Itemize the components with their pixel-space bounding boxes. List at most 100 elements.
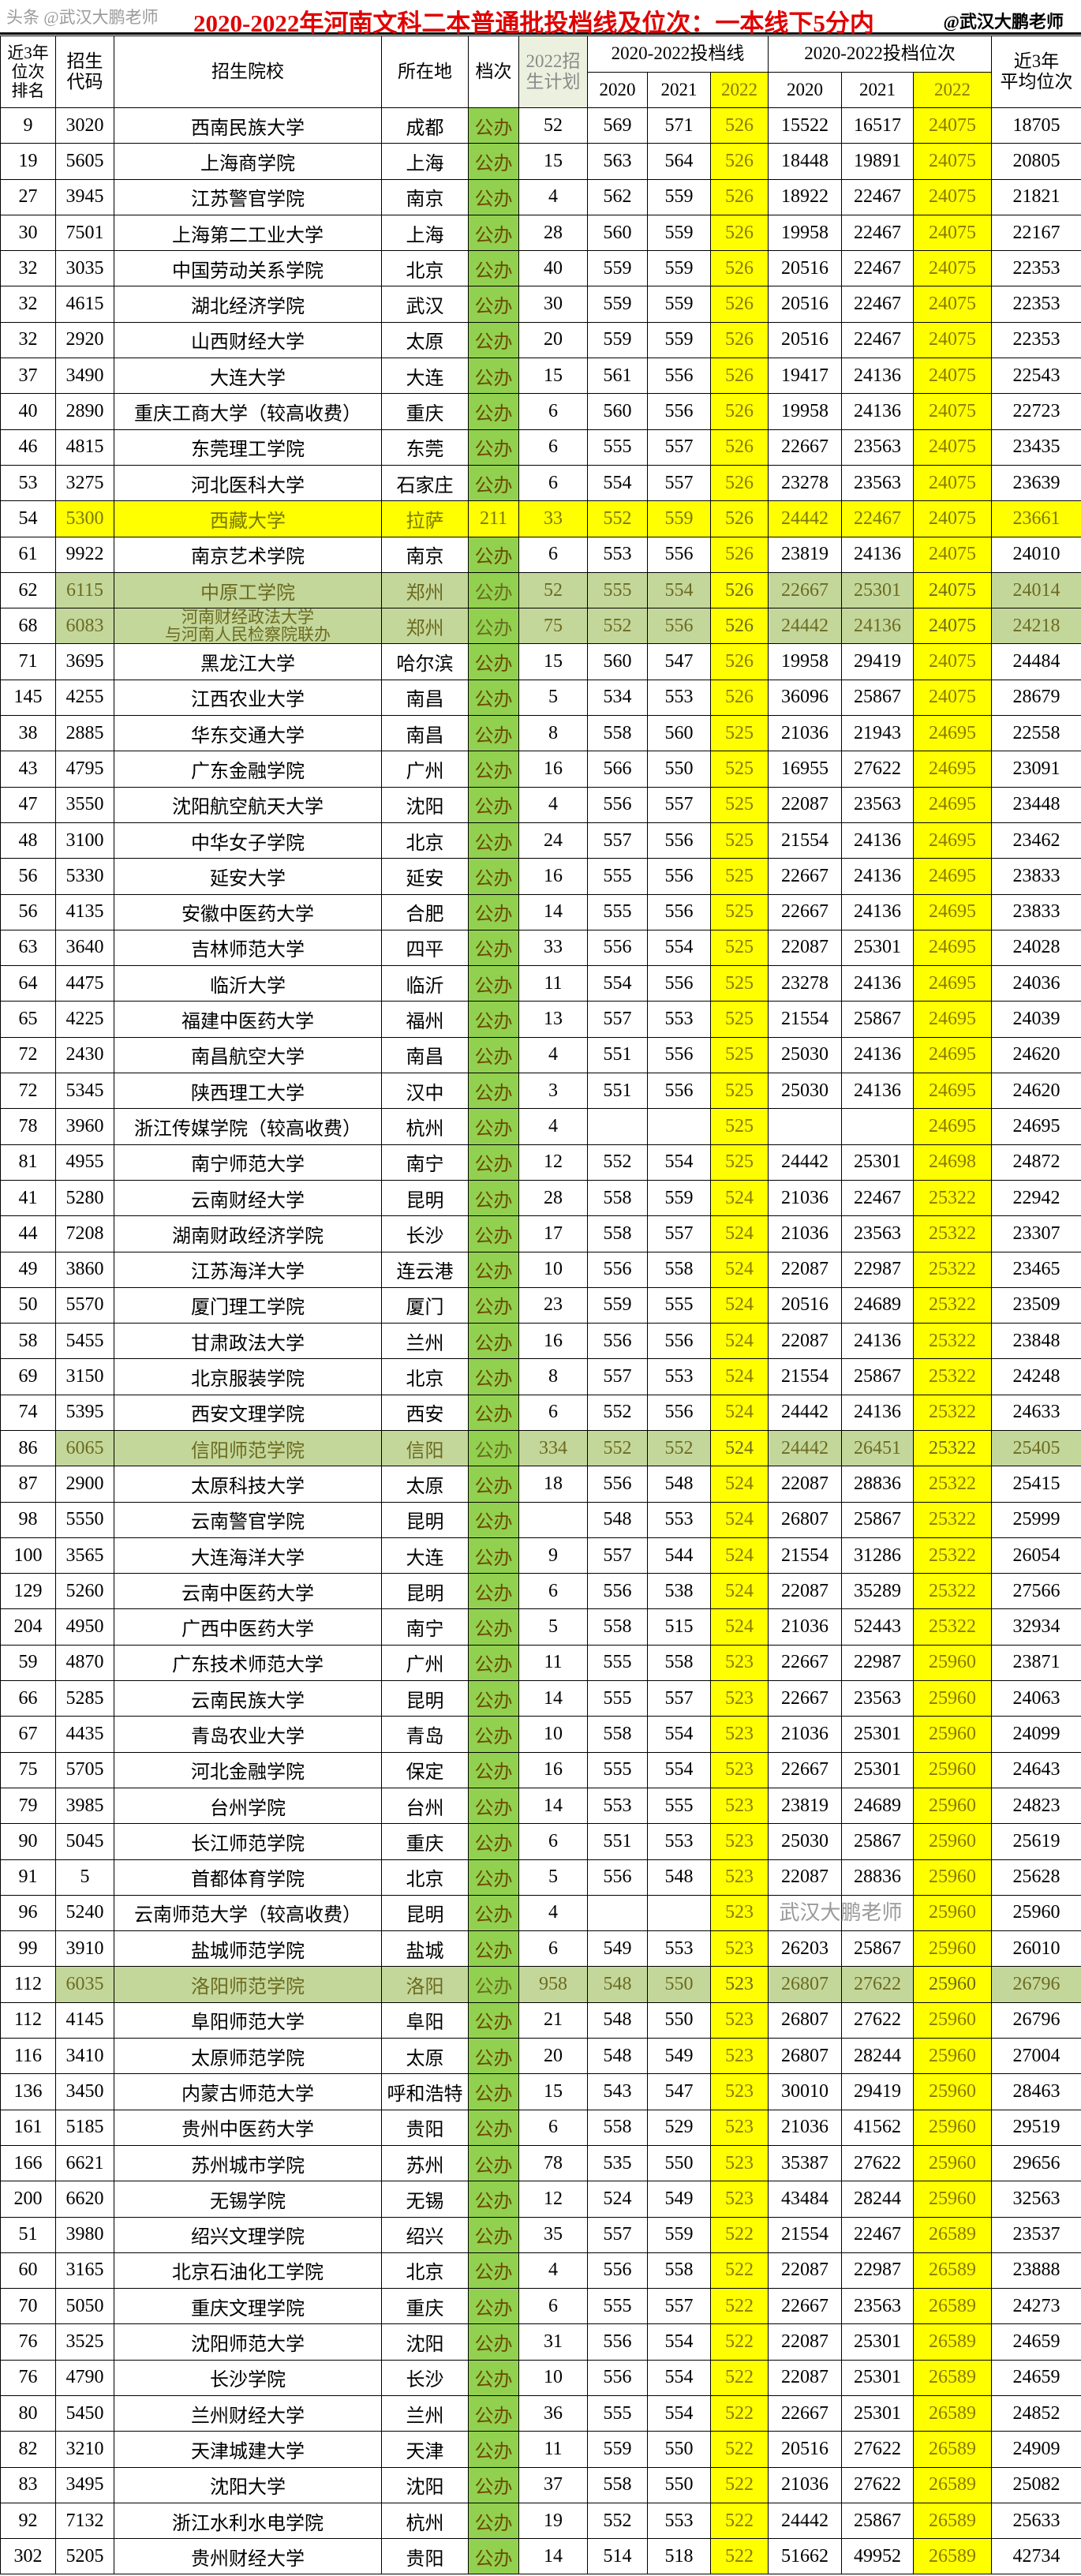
cell-type: 公办 [468,1894,519,1932]
cell-rank: 86 [0,1429,56,1467]
cell-plan: 6 [518,536,588,573]
cell-rank-2021: 25301 [841,2323,915,2361]
cell-code: 3020 [55,107,114,144]
table-row: 68 6083 河南财经政法大学 与河南人民检察院联办 郑州 公办 75 552 556 526… [0,608,1081,645]
cell-rank-2020: 24442 [768,500,843,537]
cell-rank-2022: 24075 [913,679,993,717]
cell-rank-2021: 28244 [841,2181,915,2218]
cell-rank: 9 [0,107,56,144]
cell-rank-2021: 25867 [841,679,915,717]
cell-rank: 112 [0,2001,56,2039]
cell-plan: 18 [518,1466,588,1503]
cell-score-2022: 525 [709,786,769,823]
table-row: 53 3275 河北医科大学 石家庄 公办 6 554 557 526 23278 23563 240… [0,464,1081,502]
cell-score-2021: 559 [647,214,711,252]
cell-rank: 96 [0,1894,56,1932]
col-rank: 近3年 位次 排名 [0,36,56,108]
cell-score-2022: 522 [709,2394,769,2432]
cell-type: 公办 [468,1644,519,1682]
col-rank-2021: 2021 [841,72,915,108]
cell-plan: 36 [518,2394,588,2432]
cell-plan: 11 [518,1644,588,1682]
cell-rank-2022: 25322 [913,1394,993,1431]
cell-score-2022: 525 [709,1073,769,1110]
cell-score-2022: 525 [709,965,769,1002]
cell-rank-2021: 25301 [841,1716,915,1753]
cell-score-2021: 553 [647,2502,711,2540]
cell-school: 台州学院 [114,1787,382,1825]
cell-avg-rank: 24620 [991,1073,1081,1110]
cell-school: 黑龙江大学 [114,643,382,680]
table-row: 100 3565 大连海洋大学 大连 公办 9 557 544 524 21554 31286 253… [0,1537,1081,1574]
table-row: 116 3410 太原师范学院 太原 公办 20 548 549 523 26807 28244 25… [0,2038,1081,2075]
cell-type: 公办 [468,571,519,609]
table-row: 56 4135 安徽中医药大学 合肥 公办 14 555 556 525 22667 24136 24… [0,893,1081,930]
cell-avg-rank: 25633 [991,2502,1081,2540]
cell-type: 公办 [468,643,519,680]
cell-rank-2020: 23278 [768,464,843,502]
cell-plan: 19 [518,2502,588,2540]
cell-rank-2020: 19958 [768,393,843,430]
cell-school: 云南警官学院 [114,1501,382,1538]
cell-rank: 67 [0,1716,56,1753]
cell-rank-2020: 21554 [768,2216,843,2253]
cell-code: 4815 [55,429,114,466]
cell-code: 3275 [55,464,114,502]
cell-plan: 33 [518,929,588,967]
cell-score-2022: 523 [709,1966,769,2003]
cell-score-2020: 556 [587,786,648,823]
cell-score-2020: 560 [587,393,648,430]
cell-avg-rank: 26054 [991,1537,1081,1574]
cell-score-2021: 558 [647,2252,711,2290]
table-row: 37 3490 大连大学 大连 公办 15 561 556 526 19417 24136 24075… [0,358,1081,395]
cell-rank: 100 [0,1537,56,1574]
cell-rank-2020: 22087 [768,2359,843,2397]
cell-score-2020: 557 [587,1001,648,1038]
cell-rank-2022: 25322 [913,1179,993,1217]
cell-code: 4955 [55,1144,114,1181]
col-code: 招生 代码 [55,36,114,108]
cell-type: 公办 [468,1144,519,1181]
cell-type: 公办 [468,1251,519,1288]
cell-avg-rank: 22353 [991,286,1081,323]
cell-code: 3210 [55,2431,114,2468]
cell-rank-2022: 24695 [913,929,993,967]
cell-code: 3035 [55,250,114,287]
cell-type: 公办 [468,2538,519,2575]
cell-rank: 98 [0,1501,56,1538]
cell-avg-rank: 26796 [991,1966,1081,2003]
table-row: 32 4615 湖北经济学院 武汉 公办 30 559 559 526 20516 22467 240… [0,286,1081,323]
cell-avg-rank: 24248 [991,1358,1081,1395]
cell-score-2022: 524 [709,1323,769,1360]
cell-code: 3985 [55,1787,114,1825]
cell-score-2022: 526 [709,286,769,323]
cell-code: 3525 [55,2323,114,2361]
cell-rank-2020: 19417 [768,358,843,395]
cell-rank-2021: 28836 [841,1859,915,1896]
cell-rank: 62 [0,571,56,609]
cell-score-2020: 548 [587,1501,648,1538]
col-plan: 2022招 生计划 [518,36,588,108]
cell-code: 5050 [55,2288,114,2325]
cell-school: 江苏海洋大学 [114,1251,382,1288]
cell-city: 临沂 [381,965,469,1002]
cell-rank-2021: 24136 [841,893,915,930]
cell-score-2021: 559 [647,250,711,287]
cell-plan [518,1501,588,1538]
cell-score-2022: 523 [709,1823,769,1860]
cell-plan: 15 [518,143,588,180]
cell-rank: 37 [0,358,56,395]
cell-score-2021: 558 [647,1251,711,1288]
cell-rank: 74 [0,1394,56,1431]
cell-type: 公办 [468,2323,519,2361]
cell-avg-rank: 27004 [991,2038,1081,2075]
cell-plan: 16 [518,858,588,895]
cell-score-2021: 556 [647,1323,711,1360]
cell-rank-2021: 24136 [841,822,915,859]
cell-score-2021: 518 [647,2538,711,2575]
cell-plan: 4 [518,1108,588,1145]
cell-score-2021: 548 [647,1859,711,1896]
cell-school: 西南民族大学 [114,107,382,144]
cell-school: 福建中医药大学 [114,1001,382,1038]
cell-rank-2022: 25322 [913,1358,993,1395]
